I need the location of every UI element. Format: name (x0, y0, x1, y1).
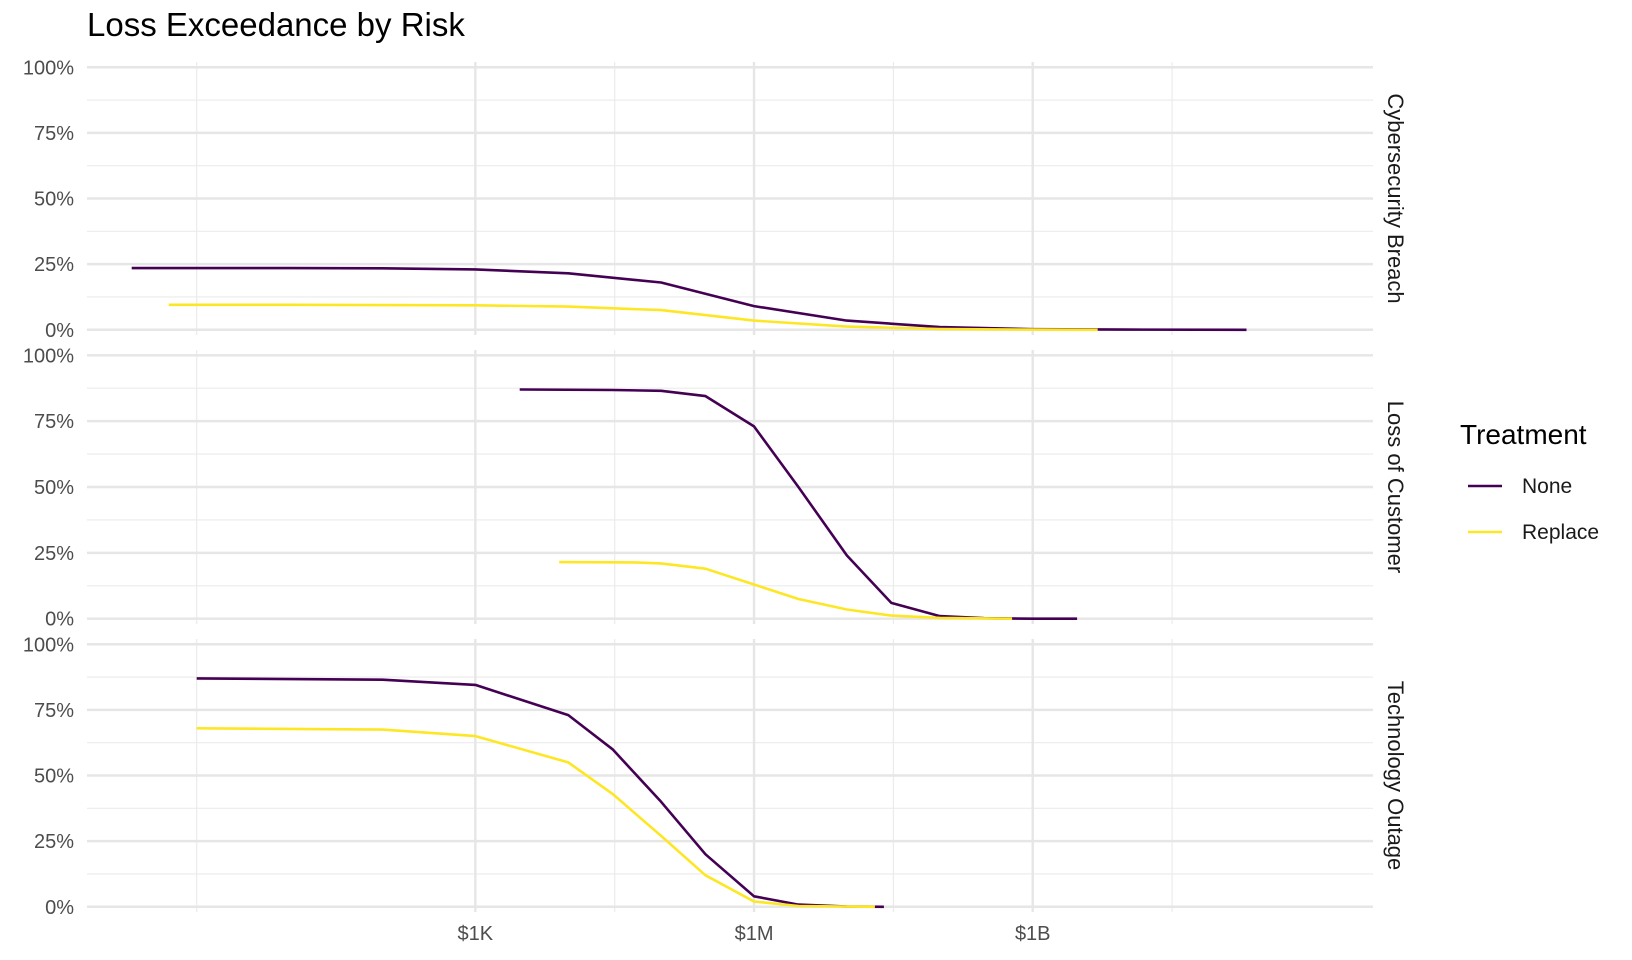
facet-strip-label: Loss of Customer (1383, 401, 1408, 573)
y-tick-label: 75% (34, 411, 74, 433)
series-line-replace (168, 303, 1098, 332)
facet-strip-label: Technology Outage (1383, 681, 1408, 871)
y-tick-label: 50% (34, 189, 74, 211)
series-line-none (131, 266, 1247, 332)
facet-strip-label: Cybersecurity Breach (1383, 93, 1408, 303)
y-tick-label: 50% (34, 766, 74, 788)
legend-label-none: None (1522, 475, 1572, 498)
chart-title: Loss Exceedance by Risk (87, 6, 465, 43)
y-tick-label: 75% (34, 123, 74, 145)
y-tick-label: 25% (34, 543, 74, 565)
y-tick-label: 0% (45, 609, 74, 631)
y-tick-label: 0% (45, 320, 74, 342)
y-tick-label: 25% (34, 831, 74, 853)
y-tick-label: 100% (23, 57, 74, 79)
series-line-none (196, 677, 884, 909)
y-tick-label: 25% (34, 254, 74, 276)
x-tick-label: $1M (735, 923, 774, 945)
x-tick-label: $1K (458, 923, 494, 945)
series-line-none (519, 388, 1078, 621)
legend-label-replace: Replace (1522, 521, 1599, 544)
series-line-replace (196, 727, 875, 909)
legend-title: Treatment (1460, 419, 1587, 450)
y-tick-label: 0% (45, 897, 74, 919)
x-tick-label: $1B (1015, 923, 1051, 945)
y-tick-label: 100% (23, 634, 74, 656)
y-tick-label: 50% (34, 477, 74, 499)
y-tick-label: 100% (23, 345, 74, 367)
series-line-replace (559, 560, 1013, 620)
y-tick-label: 75% (34, 700, 74, 722)
